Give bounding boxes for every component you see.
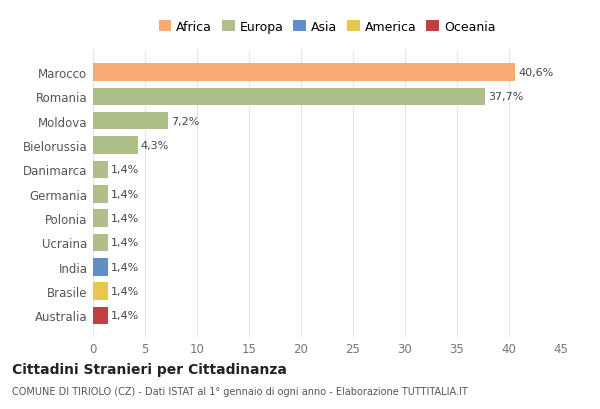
Text: 1,4%: 1,4%	[110, 286, 139, 297]
Text: 4,3%: 4,3%	[141, 141, 169, 151]
Bar	[93, 210, 107, 227]
Text: 1,4%: 1,4%	[110, 189, 139, 199]
Bar	[93, 113, 168, 130]
Bar	[93, 64, 515, 82]
Text: COMUNE DI TIRIOLO (CZ) - Dati ISTAT al 1° gennaio di ogni anno - Elaborazione TU: COMUNE DI TIRIOLO (CZ) - Dati ISTAT al 1…	[12, 387, 468, 396]
Bar	[93, 88, 485, 106]
Bar	[93, 161, 107, 179]
Bar	[93, 283, 107, 300]
Text: 1,4%: 1,4%	[110, 238, 139, 248]
Text: 1,4%: 1,4%	[110, 311, 139, 321]
Text: 40,6%: 40,6%	[518, 68, 554, 78]
Text: Cittadini Stranieri per Cittadinanza: Cittadini Stranieri per Cittadinanza	[12, 362, 287, 376]
Text: 37,7%: 37,7%	[488, 92, 524, 102]
Text: 1,4%: 1,4%	[110, 262, 139, 272]
Text: 1,4%: 1,4%	[110, 213, 139, 224]
Bar	[93, 234, 107, 252]
Text: 1,4%: 1,4%	[110, 165, 139, 175]
Legend: Africa, Europa, Asia, America, Oceania: Africa, Europa, Asia, America, Oceania	[158, 20, 496, 34]
Bar	[93, 258, 107, 276]
Bar	[93, 186, 107, 203]
Text: 7,2%: 7,2%	[171, 117, 199, 126]
Bar	[93, 307, 107, 324]
Bar	[93, 137, 138, 155]
